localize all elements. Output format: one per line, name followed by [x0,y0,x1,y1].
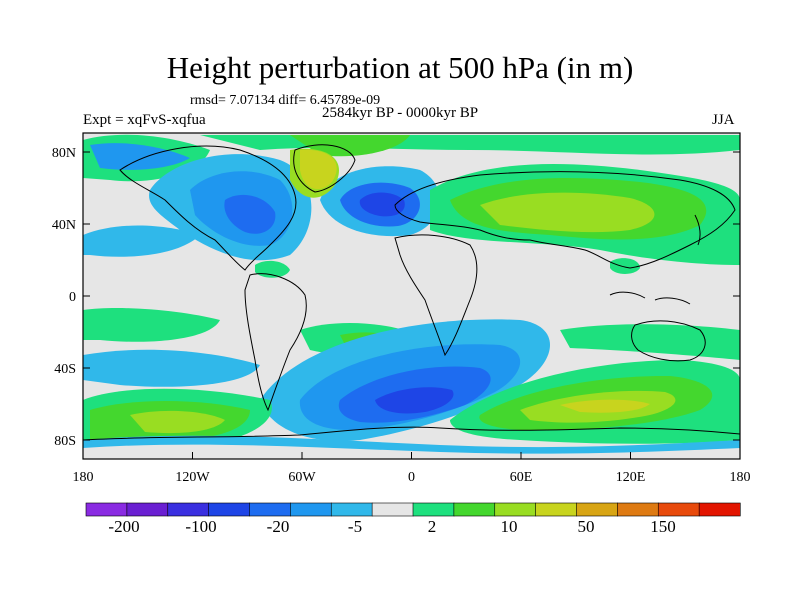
colorbar-swatch [126,502,169,517]
contour-south-pacific-light [83,349,260,387]
colorbar-swatch [698,502,741,517]
colorbar-swatch [657,502,700,517]
lon-label: 60W [288,470,316,485]
lon-label: 180 [730,470,751,485]
lat-label: 80N [52,146,76,161]
colorbar-swatch [576,502,618,517]
colorbar-label: -200 [108,517,139,536]
colorbar-swatch [617,502,659,517]
continent-outlines [83,144,740,441]
rmsd-diff-stats: rmsd= 7.07134 diff= 6.45789e-09 [190,93,381,108]
colorbar-swatch [290,502,332,517]
lat-label: 40S [54,362,76,377]
coast-eurasia [394,171,736,269]
colorbar-label: 10 [501,517,518,536]
latitude-tick-marks [83,151,740,441]
colorbar-swatch [494,502,537,517]
colorbar [85,502,741,517]
lat-label: 80S [54,434,76,449]
experiment-label: Expt = xqFvS-xqfua [83,112,206,128]
season-label: JJA [712,112,735,128]
lon-label: 60E [510,470,533,485]
colorbar-swatch [535,502,578,517]
contour-eurasia-lime [480,192,655,233]
lon-label: 120W [175,470,210,485]
colorbar-label: -100 [185,517,216,536]
lon-label: 180 [73,470,94,485]
colorbar-labels: -200 -100 -20 -5 2 10 50 150 [108,517,675,536]
longitude-labels: 180 120W 60W 0 60E 120E 180 [73,470,751,485]
coast-japan [694,214,701,246]
contour-field [83,134,740,459]
contour-north-pacific-blue [90,143,190,170]
contour-indian-high-yellow [560,399,650,413]
latitude-labels: 80N 40N 0 40S 80S [52,146,76,449]
coast-north-america [119,145,297,271]
colorbar-swatch [208,502,251,517]
lat-label: 0 [69,290,76,305]
contour-indian-ocean-cyan [560,324,740,360]
colorbar-label: -5 [348,517,362,536]
map-title: Height perturbation at 500 hPa (in m) [166,50,634,85]
period-label: 2584kyr BP - 0000kyr BP [322,105,479,121]
coast-australia [631,320,706,362]
lon-label: 120E [616,470,646,485]
contour-south-pacific-high-lime [130,410,225,434]
lat-label: 40N [52,218,76,233]
coast-indonesia [609,291,691,305]
colorbar-swatch [330,502,373,517]
longitude-tick-marks [82,452,741,459]
colorbar-swatch [249,502,291,517]
contour-west-pacific-light [83,225,200,257]
colorbar-label: 50 [578,517,595,536]
coast-greenland [293,144,356,193]
contour-indian-green-patch [610,258,640,274]
contour-greenland-green [300,149,337,190]
colorbar-swatch [167,502,210,517]
colorbar-swatch [85,502,128,517]
colorbar-label: 2 [428,517,437,536]
colorbar-swatch [371,502,414,517]
coast-south-america [244,273,307,412]
contour-north-america-deep [224,194,276,234]
contour-southern-ocean-deep [375,387,454,414]
colorbar-swatch [412,502,455,517]
contour-south-pacific-cyan [83,308,220,342]
contour-antarctic-neutral [83,444,740,459]
coast-africa [394,234,478,357]
colorbar-label: 150 [650,517,676,536]
lon-label: 0 [408,470,415,485]
contour-atlantic-deep [359,192,405,217]
colorbar-label: -20 [267,517,290,536]
colorbar-swatch [453,502,496,517]
coast-antarctica [83,426,740,441]
